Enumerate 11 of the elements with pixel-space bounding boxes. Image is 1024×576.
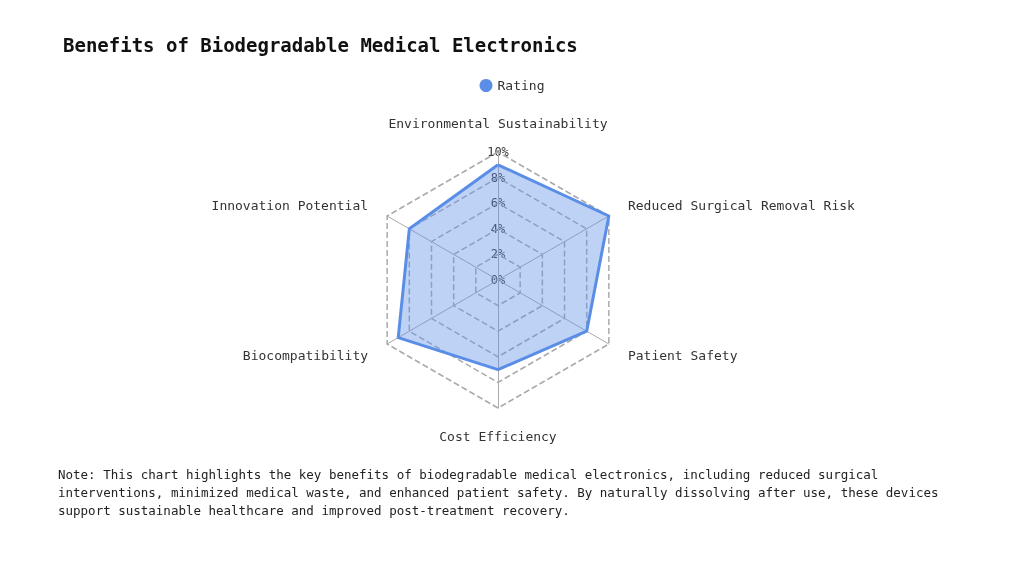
y-tick-label: 10% [487,145,510,159]
chart-title: Benefits of Biodegradable Medical Electronics [63,33,578,56]
spoke-label: Reduced Surgical Removal Risk [627,197,856,213]
spoke-label: Biocompatibility [242,347,369,363]
spoke-label: Cost Efficiency [439,429,557,444]
spoke-label: Innovation Potential [211,197,369,213]
text: Note: This chart highlights the key benefits of biodegradable medical electronics, including reduced surgical interventions, minimized medical waste, and enhanced patient safety. By naturally dissolving after use, these devices support sustainable healthcare and improved post-treatment recovery. [58,466,940,520]
spoke-label: Environmental Sustainability [388,116,608,131]
y-tick-label: 0% [490,273,506,287]
spoke-label: Patient Safety [627,347,738,363]
legend-label: Rating [497,78,545,93]
